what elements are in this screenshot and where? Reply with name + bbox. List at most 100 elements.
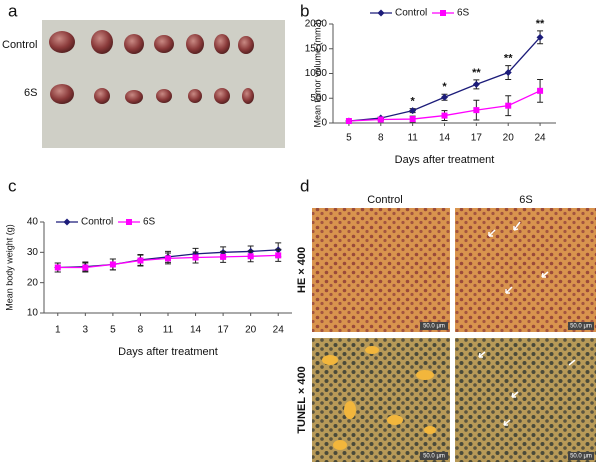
y-tick-label: 10 xyxy=(27,308,39,319)
tumor xyxy=(91,30,113,54)
row-label: TUNEL × 400 xyxy=(296,366,308,433)
marker xyxy=(275,252,282,259)
marker xyxy=(137,257,144,264)
marker xyxy=(473,107,480,114)
y-tick-label: 0 xyxy=(321,118,327,129)
x-tick-label: 1 xyxy=(55,325,61,336)
x-tick-label: 11 xyxy=(407,133,418,144)
marker xyxy=(82,264,89,271)
legend-label: 6S xyxy=(457,8,470,19)
significance: ** xyxy=(472,67,481,79)
y-tick-label: 40 xyxy=(27,217,39,228)
marker xyxy=(377,116,384,123)
significance: ** xyxy=(536,18,545,30)
legend-label: Control xyxy=(395,8,427,19)
y-tick-label: 1000 xyxy=(305,68,328,79)
legend-label: 6S xyxy=(143,217,156,228)
tumor xyxy=(238,36,254,54)
y-tick-label: 20 xyxy=(27,277,39,288)
scale-label: 50.0 μm xyxy=(570,454,592,460)
row-label: HE × 400 xyxy=(296,247,308,293)
marker xyxy=(441,93,448,101)
x-tick-label: 17 xyxy=(218,325,230,336)
tumor xyxy=(186,34,204,54)
x-tick-label: 5 xyxy=(346,133,352,144)
tumor xyxy=(94,88,110,104)
x-tick-label: 24 xyxy=(273,325,285,336)
x-tick-label: 8 xyxy=(378,133,384,144)
marker xyxy=(505,102,512,109)
y-tick-label: 2000 xyxy=(305,19,328,30)
tumor xyxy=(214,88,230,104)
arrows xyxy=(478,221,576,426)
micrograph xyxy=(455,208,596,332)
stain-patches xyxy=(322,346,436,450)
scale-label: 50.0 μm xyxy=(423,324,445,330)
legend-marker xyxy=(377,9,385,17)
x-tick-label: 3 xyxy=(83,325,89,336)
marker xyxy=(536,33,544,41)
tumor xyxy=(154,35,174,53)
legend-marker xyxy=(440,10,446,16)
micrograph xyxy=(455,338,596,462)
tumor xyxy=(125,90,143,104)
marker xyxy=(345,118,352,125)
legend-marker xyxy=(126,219,132,225)
micrograph xyxy=(312,208,450,332)
tumor xyxy=(156,89,172,103)
tumor xyxy=(188,89,202,103)
tumors xyxy=(49,30,254,104)
panel-letter: d xyxy=(300,176,309,195)
significance: ** xyxy=(504,52,513,64)
significance: * xyxy=(411,96,416,108)
y-tick-label: 500 xyxy=(310,93,327,104)
y-axis-label: Mean tumor volume (mm3) xyxy=(312,19,322,127)
row-label: Control xyxy=(2,39,37,51)
marker xyxy=(220,253,227,260)
tumor xyxy=(242,88,254,104)
scale-bars xyxy=(420,322,594,460)
x-tick-label: 11 xyxy=(163,325,174,336)
y-tick-label: 30 xyxy=(27,247,39,258)
series-line xyxy=(348,36,541,122)
panel-letter: c xyxy=(8,176,17,195)
x-tick-label: 14 xyxy=(190,325,202,336)
row-label: 6S xyxy=(24,87,37,99)
y-tick-label: 1500 xyxy=(305,43,328,54)
legend-label: Control xyxy=(81,217,113,228)
column-label: Control xyxy=(367,194,402,206)
tumor xyxy=(124,34,144,54)
marker xyxy=(409,107,417,115)
panel-letter: a xyxy=(8,1,18,20)
x-tick-label: 8 xyxy=(138,325,144,336)
marker xyxy=(504,69,512,77)
tumor xyxy=(49,31,75,53)
scale-label: 50.0 μm xyxy=(423,454,445,460)
marker xyxy=(247,253,254,260)
x-tick-label: 5 xyxy=(110,325,116,336)
tumor xyxy=(50,84,74,104)
marker xyxy=(165,255,171,262)
x-tick-label: 14 xyxy=(439,133,451,144)
x-tick-label: 20 xyxy=(503,133,515,144)
significance: * xyxy=(442,81,447,93)
x-tick-label: 24 xyxy=(535,133,547,144)
x-axis-label: Days after treatment xyxy=(395,154,495,166)
legend-marker xyxy=(63,218,71,226)
tumor xyxy=(214,34,230,54)
x-tick-label: 17 xyxy=(471,133,483,144)
panel-letter: b xyxy=(300,1,309,20)
y-axis-label: Mean body weight (g) xyxy=(4,224,14,311)
scale-label: 50.0 μm xyxy=(570,324,592,330)
x-axis-label: Days after treatment xyxy=(118,346,218,358)
marker xyxy=(409,116,416,123)
marker xyxy=(537,87,544,94)
marker xyxy=(54,264,61,271)
marker xyxy=(109,261,116,268)
marker xyxy=(441,112,448,119)
marker xyxy=(192,254,199,261)
column-label: 6S xyxy=(519,194,532,206)
marker xyxy=(472,80,480,88)
x-tick-label: 20 xyxy=(245,325,257,336)
